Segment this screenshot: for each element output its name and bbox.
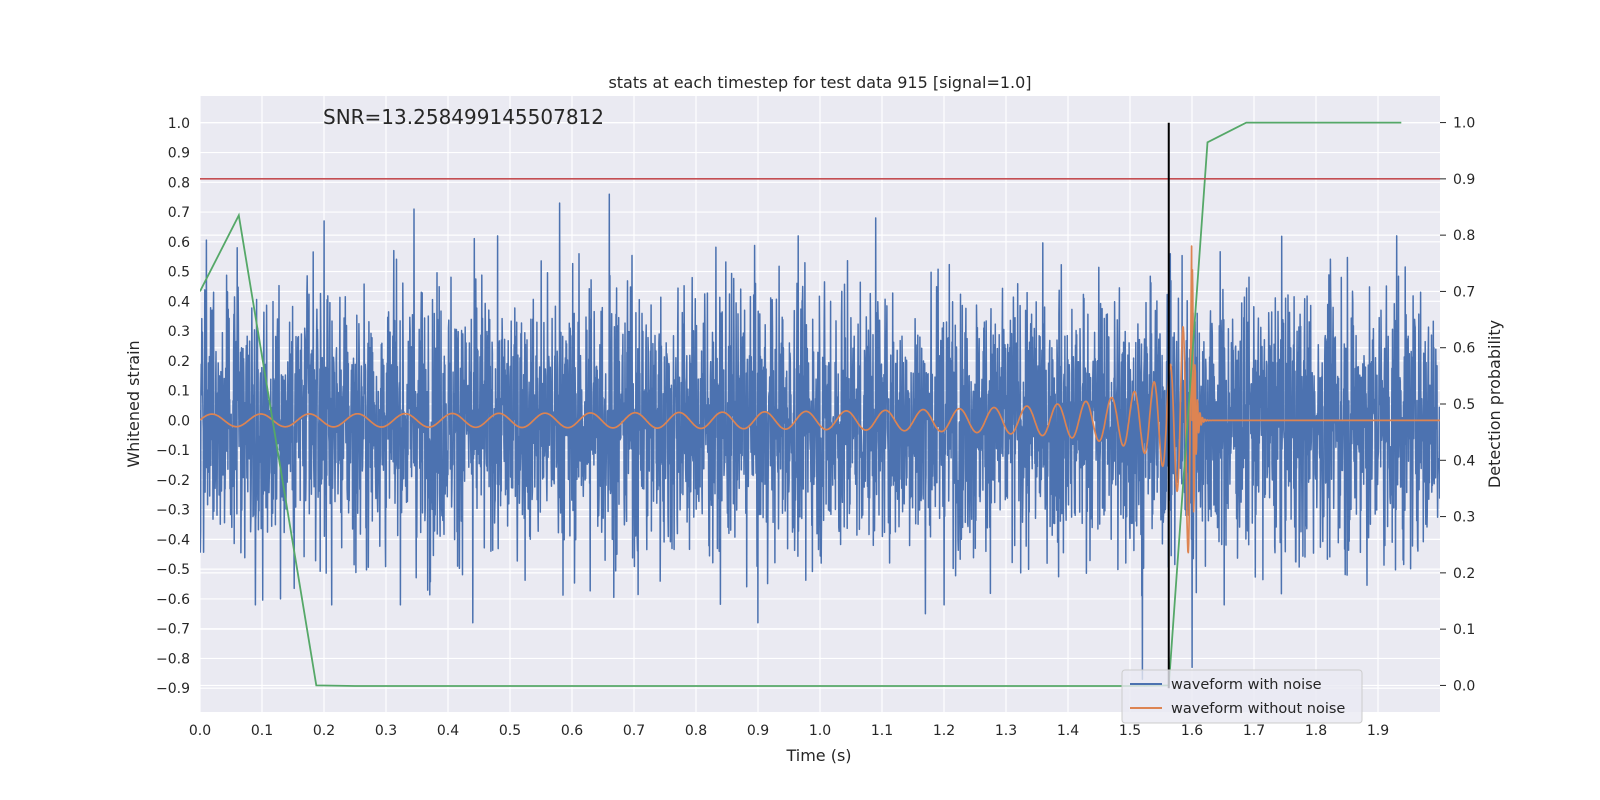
x-tick-label: 1.5 — [1119, 723, 1141, 739]
x-tick-label: 1.1 — [871, 723, 893, 739]
legend: waveform with noise waveform without noi… — [1121, 669, 1363, 724]
y-tick-label: −0.3 — [156, 503, 190, 519]
x-axis-label: Time (s) — [785, 746, 851, 765]
waveform-with-noise-line — [200, 193, 1440, 681]
y-tick-label: −0.9 — [156, 681, 190, 697]
y-tick-label: −0.1 — [156, 443, 190, 459]
x-tick-label: 0.8 — [685, 723, 707, 739]
y-tick-label: 0.1 — [168, 384, 190, 400]
y-tick-label: 0.0 — [168, 413, 190, 429]
y2-tick-label: 0.7 — [1453, 284, 1475, 300]
y-tick-label: 1.0 — [168, 116, 190, 132]
y2-tick-label: 0.6 — [1453, 341, 1475, 357]
y-tick-label: −0.6 — [156, 592, 190, 608]
snr-annotation: SNR=13.258499145507812 — [323, 105, 604, 129]
legend-label-without-noise: waveform without noise — [1171, 701, 1345, 717]
y-tick-label: −0.8 — [156, 651, 190, 667]
y2-tick-label: 0.5 — [1453, 397, 1475, 413]
x-tick-label: 1.2 — [933, 723, 955, 739]
x-tick-label: 0.5 — [499, 723, 521, 739]
legend-box — [1121, 669, 1363, 724]
y-tick-label: 0.8 — [168, 175, 190, 191]
ticks: 0.0 0.1 0.2 0.3 0.4 0.5 0.6 0.7 0.8 0.9 1.0 1.1 1.2 1… — [156, 116, 1475, 739]
y-tick-label: −0.5 — [156, 562, 190, 578]
y-tick-label: 0.9 — [168, 146, 190, 162]
x-tick-label: 1.7 — [1243, 723, 1265, 739]
y-tick-label: 0.2 — [168, 354, 190, 370]
y-tick-label: −0.2 — [156, 473, 190, 489]
y2-tick-label: 0.3 — [1453, 510, 1475, 526]
legend-label-with-noise: waveform with noise — [1171, 677, 1322, 693]
y2-tick-label: 0.9 — [1453, 172, 1475, 188]
y-tick-label: 0.4 — [168, 294, 190, 310]
x-tick-label: 0.0 — [189, 723, 211, 739]
x-tick-label: 0.7 — [623, 723, 645, 739]
x-tick-label: 0.3 — [375, 723, 397, 739]
y-tick-label: −0.4 — [156, 532, 190, 548]
y2-tick-label: 0.0 — [1453, 678, 1475, 694]
x-tick-label: 1.3 — [995, 723, 1017, 739]
reference-lines — [200, 122, 1440, 689]
y2-tick-label: 0.2 — [1453, 566, 1475, 582]
y2-tick-label: 0.1 — [1453, 622, 1475, 638]
chart-title: stats at each timestep for test data 915… — [608, 73, 1031, 92]
x-tick-label: 0.1 — [251, 723, 273, 739]
y-tick-label: 0.5 — [168, 265, 190, 281]
y-tick-label: 0.3 — [168, 324, 190, 340]
x-tick-label: 1.8 — [1305, 723, 1327, 739]
x-tick-label: 1.6 — [1181, 723, 1203, 739]
y-tick-label: −0.7 — [156, 622, 190, 638]
x-tick-label: 0.9 — [747, 723, 769, 739]
x-tick-label: 0.6 — [561, 723, 583, 739]
y-axis-label: Whitened strain — [124, 340, 143, 467]
y2-tick-label: 0.4 — [1453, 453, 1475, 469]
y-tick-label: 0.6 — [168, 235, 190, 251]
x-tick-label: 0.4 — [437, 723, 459, 739]
x-tick-label: 0.2 — [313, 723, 335, 739]
waveform-without-noise-line — [200, 245, 1440, 554]
x-tick-label: 1.4 — [1057, 723, 1079, 739]
y2-tick-label: 1.0 — [1453, 116, 1475, 132]
y2-tick-label: 0.8 — [1453, 228, 1475, 244]
x-tick-label: 1.0 — [809, 723, 831, 739]
x-tick-label: 1.9 — [1367, 723, 1389, 739]
y-tick-label: 0.7 — [168, 205, 190, 221]
y2-axis-label: Detection probability — [1485, 320, 1504, 488]
